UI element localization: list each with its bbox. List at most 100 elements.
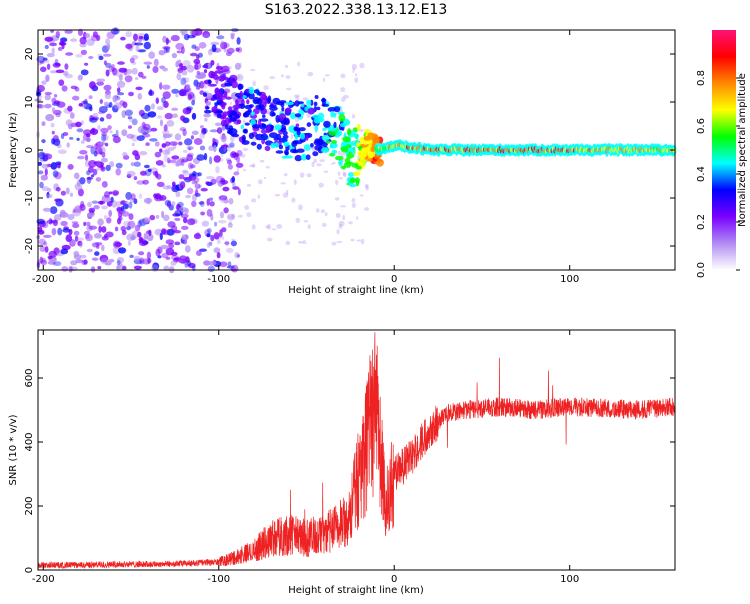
spectrogram-signal-cell: [281, 106, 285, 112]
spectrogram-noise-cell: [125, 31, 132, 38]
spectrogram-signal-cell: [274, 124, 282, 131]
spectrogram-noise-cell: [181, 234, 189, 241]
spectrogram-marks: [34, 27, 677, 274]
spectrogram-noise-cell: [189, 30, 197, 35]
spectrogram-noise-cell: [286, 189, 289, 195]
spectrogram-noise-cell: [165, 256, 171, 260]
spectrogram-signal-cell: [303, 144, 311, 151]
spectrogram-noise-cell: [227, 145, 230, 150]
spectrogram-y-tick-label: 0: [24, 147, 35, 153]
spectrogram-noise-cell: [250, 198, 257, 203]
spectrogram-noise-cell: [154, 151, 162, 158]
spectrogram-noise-cell: [41, 163, 49, 169]
spectrogram-noise-cell: [343, 172, 347, 178]
spectrogram-signal-cell: [269, 110, 275, 117]
spectrogram-noise-cell: [127, 116, 133, 120]
spectrogram-noise-cell: [163, 124, 168, 132]
spectrogram-noise-cell: [338, 177, 343, 180]
spectrogram-noise-cell: [83, 129, 92, 136]
spectrogram-noise-cell: [87, 201, 92, 208]
spectrogram-signal-cell: [321, 97, 326, 102]
spectrogram-noise-cell: [84, 154, 89, 161]
spectrogram-noise-cell: [239, 62, 242, 68]
spectrogram-noise-cell: [196, 81, 201, 87]
spectrogram-noise-cell: [225, 242, 229, 247]
spectrogram-noise-cell: [235, 162, 244, 168]
spectrogram-noise-cell: [116, 265, 123, 271]
spectrogram-noise-cell: [86, 176, 92, 184]
spectrogram-noise-cell: [210, 41, 220, 46]
spectrogram-signal-cell: [278, 137, 288, 143]
spectrogram-signal-cell: [224, 91, 228, 98]
spectrogram-noise-cell: [131, 67, 138, 75]
spectrogram-noise-cell: [182, 170, 189, 176]
spectrogram-noise-cell: [139, 151, 148, 156]
snr-x-tick-label: 100: [560, 574, 579, 585]
spectrogram-signal-cell: [314, 95, 319, 99]
spectrogram-noise-cell: [72, 208, 82, 217]
spectrogram-noise-cell: [231, 213, 236, 218]
spectrogram-noise-cell: [340, 87, 346, 90]
spectrogram-noise-cell: [186, 187, 194, 195]
spectrogram-signal-cell: [330, 110, 335, 118]
spectrogram-noise-cell: [165, 37, 169, 45]
spectrogram-noise-cell: [180, 65, 187, 71]
spectrogram-noise-cell: [162, 67, 169, 72]
snr-x-label: Height of straight line (km): [288, 585, 424, 596]
spectrogram-noise-cell: [234, 62, 241, 70]
spectrogram-noise-cell: [340, 73, 346, 79]
spectrogram-noise-cell: [311, 161, 315, 168]
spectrogram-noise-cell: [128, 201, 133, 209]
spectrogram-noise-cell: [355, 73, 358, 77]
spectrogram-noise-cell: [96, 167, 101, 171]
spectrogram-noise-cell: [320, 209, 325, 214]
spectrogram-noise-cell: [39, 245, 46, 252]
spectrogram-noise-cell: [116, 260, 121, 266]
spectrogram-signal-cell: [300, 103, 305, 108]
spectrogram-noise-cell: [118, 74, 123, 81]
spectrogram-noise-cell: [165, 48, 169, 52]
spectrogram-signal-cell: [363, 136, 372, 141]
spectrogram-noise-cell: [339, 89, 346, 92]
spectrogram-noise-cell: [130, 162, 135, 167]
spectrogram-signal-cell: [295, 123, 300, 127]
spectrogram-signal-cell: [370, 146, 376, 153]
spectrogram-noise-cell: [92, 112, 99, 118]
spectrogram-signal-cell: [316, 106, 321, 111]
spectrogram-signal-cell: [321, 134, 330, 142]
spectrogram-noise-cell: [124, 75, 133, 83]
spectrogram-noise-cell: [162, 91, 171, 99]
spectrogram-noise-cell: [180, 115, 186, 121]
spectrogram-noise-cell: [230, 238, 236, 241]
spectrogram-signal-cell: [285, 101, 294, 106]
spectrogram-noise-cell: [224, 241, 230, 246]
spectrogram-noise-cell: [182, 128, 187, 137]
spectrogram-signal-cell: [202, 64, 209, 69]
spectrogram-noise-cell: [39, 256, 43, 264]
spectrogram-signal-cell: [298, 109, 303, 115]
spectrogram-noise-cell: [284, 64, 289, 68]
spectrogram-noise-cell: [223, 146, 227, 152]
colorbar-tick-label: 0.2: [696, 214, 707, 230]
spectrogram-noise-cell: [95, 177, 102, 182]
spectrogram-signal-cell: [298, 127, 306, 132]
spectrogram-noise-cell: [285, 240, 291, 246]
spectrogram-signal-cell: [305, 154, 311, 160]
spectrogram-noise-cell: [48, 250, 57, 258]
spectrogram-noise-cell: [242, 119, 246, 125]
spectrogram-noise-cell: [222, 186, 230, 192]
spectrogram-signal-cell: [342, 136, 351, 143]
spectrogram-noise-cell: [155, 97, 159, 104]
spectrogram-noise-cell: [109, 130, 113, 134]
spectrogram-noise-cell: [293, 179, 297, 186]
spectrogram-noise-cell: [250, 68, 256, 72]
spectrogram-noise-cell: [86, 38, 95, 46]
spectrogram-noise-cell: [118, 247, 127, 254]
spectrogram-noise-cell: [80, 49, 87, 56]
spectrogram-noise-cell: [227, 47, 235, 54]
spectrogram-noise-cell: [137, 41, 142, 47]
spectrogram-signal-cell: [346, 144, 352, 149]
spectrogram-signal-cell: [210, 97, 215, 101]
spectrogram-noise-cell: [219, 261, 228, 268]
spectrogram-noise-cell: [108, 65, 115, 73]
